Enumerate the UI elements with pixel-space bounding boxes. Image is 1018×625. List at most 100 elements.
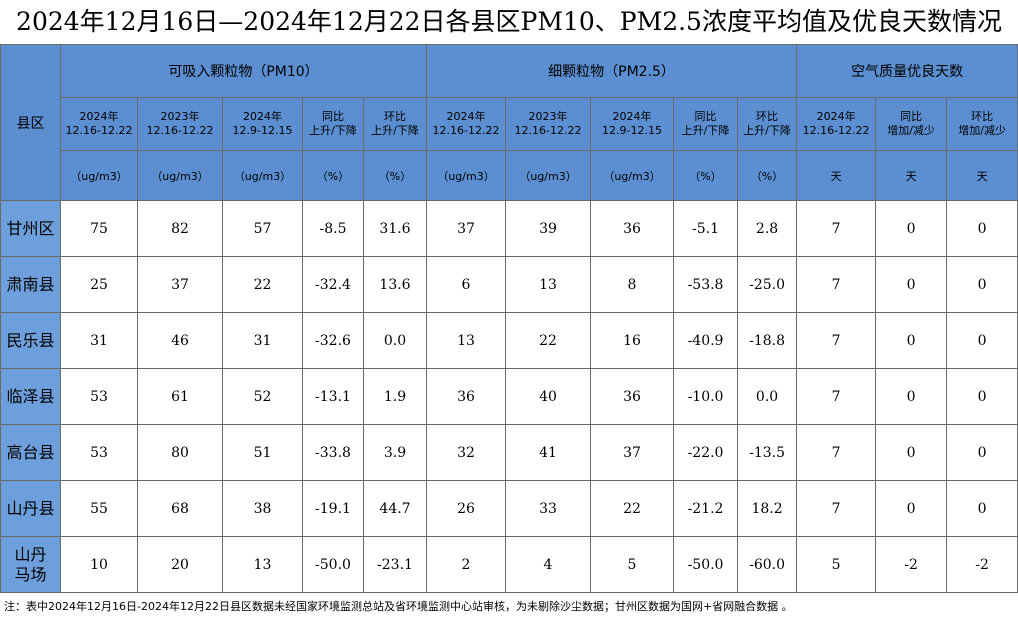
group-header: 细颗粒物（PM2.5）: [426, 44, 798, 98]
value-cell: 7: [796, 480, 877, 537]
period-header: 环比 上升/下降: [362, 97, 428, 151]
value-cell: 61: [137, 368, 223, 425]
value-cell: 82: [137, 200, 223, 257]
value-cell: 13: [222, 536, 303, 593]
value-cell: 55: [60, 480, 138, 537]
county-name: 民乐县: [0, 312, 61, 369]
value-cell: -50.0: [302, 536, 364, 593]
period-header: 同比 上升/下降: [673, 97, 739, 151]
table: 县区 可吸入颗粒物（PM10） 细颗粒物（PM2.5） 空气质量优良天数 2024年 1…: [0, 44, 1018, 593]
value-cell: 57: [222, 200, 303, 257]
value-cell: 37: [426, 200, 507, 257]
group-header: 可吸入颗粒物（PM10）: [59, 44, 428, 98]
value-cell: 44.7: [362, 480, 428, 537]
value-cell: 36: [590, 200, 675, 257]
value-cell: 53: [60, 424, 138, 481]
period-header: 2024年 12.16-12.22: [796, 97, 877, 151]
county-name: 山丹 马场: [0, 536, 61, 593]
value-cell: 0: [946, 312, 1018, 369]
value-cell: 13: [426, 312, 507, 369]
value-cell: -13.1: [302, 368, 364, 425]
value-cell: 75: [60, 200, 138, 257]
value-cell: 5: [590, 536, 675, 593]
unit-header: （ug/m3）: [222, 150, 303, 201]
value-cell: 0: [946, 200, 1018, 257]
value-cell: 0: [875, 368, 948, 425]
period-header: 环比 增加/减少: [946, 97, 1018, 151]
value-cell: 7: [796, 312, 877, 369]
value-cell: 46: [137, 312, 223, 369]
value-cell: -32.6: [302, 312, 364, 369]
value-cell: 7: [796, 200, 877, 257]
value-cell: 10: [60, 536, 138, 593]
value-cell: 31: [60, 312, 138, 369]
value-cell: 31.6: [362, 200, 428, 257]
value-cell: -18.8: [737, 312, 798, 369]
value-cell: 0: [875, 256, 948, 313]
period-header: 同比 上升/下降: [302, 97, 364, 151]
value-cell: -50.0: [673, 536, 739, 593]
value-cell: 31: [222, 312, 303, 369]
value-cell: 32: [426, 424, 507, 481]
value-cell: -22.0: [673, 424, 739, 481]
value-cell: 16: [590, 312, 675, 369]
value-cell: 22: [222, 256, 303, 313]
value-cell: 52: [222, 368, 303, 425]
value-cell: 20: [137, 536, 223, 593]
value-cell: 0: [875, 312, 948, 369]
value-cell: -32.4: [302, 256, 364, 313]
value-cell: 36: [590, 368, 675, 425]
value-cell: 0.0: [362, 312, 428, 369]
value-cell: 5: [796, 536, 877, 593]
value-cell: 0: [946, 424, 1018, 481]
county-name: 高台县: [0, 424, 61, 481]
unit-header: （%）: [302, 150, 364, 201]
value-cell: 37: [137, 256, 223, 313]
value-cell: 36: [426, 368, 507, 425]
value-cell: -8.5: [302, 200, 364, 257]
value-cell: 6: [426, 256, 507, 313]
unit-header: 天: [875, 150, 948, 201]
value-cell: -5.1: [673, 200, 739, 257]
value-cell: 0: [875, 200, 948, 257]
value-cell: 38: [222, 480, 303, 537]
county-name: 肃南县: [0, 256, 61, 313]
value-cell: -10.0: [673, 368, 739, 425]
value-cell: 7: [796, 424, 877, 481]
value-cell: 0: [946, 256, 1018, 313]
value-cell: 40: [505, 368, 592, 425]
unit-header: （%）: [362, 150, 428, 201]
value-cell: 7: [796, 256, 877, 313]
period-header: 2024年 12.9-12.15: [590, 97, 675, 151]
value-cell: 2.8: [737, 200, 798, 257]
unit-header: 天: [946, 150, 1018, 201]
row-header: 县区: [0, 44, 61, 201]
value-cell: -13.5: [737, 424, 798, 481]
value-cell: -53.8: [673, 256, 739, 313]
value-cell: 51: [222, 424, 303, 481]
value-cell: 0: [875, 424, 948, 481]
value-cell: 13.6: [362, 256, 428, 313]
value-cell: 3.9: [362, 424, 428, 481]
period-header: 2024年 12.16-12.22: [426, 97, 507, 151]
value-cell: 18.2: [737, 480, 798, 537]
value-cell: 0: [946, 480, 1018, 537]
value-cell: 41: [505, 424, 592, 481]
county-name: 山丹县: [0, 480, 61, 537]
value-cell: -40.9: [673, 312, 739, 369]
value-cell: -21.2: [673, 480, 739, 537]
value-cell: -33.8: [302, 424, 364, 481]
unit-header: （%）: [737, 150, 798, 201]
period-header: 2023年 12.16-12.22: [505, 97, 592, 151]
value-cell: 7: [796, 368, 877, 425]
unit-header: （ug/m3）: [137, 150, 223, 201]
period-header: 2024年 12.16-12.22: [60, 97, 138, 151]
period-header: 2023年 12.16-12.22: [137, 97, 223, 151]
value-cell: 1.9: [362, 368, 428, 425]
unit-header: （%）: [673, 150, 739, 201]
value-cell: -19.1: [302, 480, 364, 537]
value-cell: 0.0: [737, 368, 798, 425]
value-cell: 33: [505, 480, 592, 537]
value-cell: 37: [590, 424, 675, 481]
